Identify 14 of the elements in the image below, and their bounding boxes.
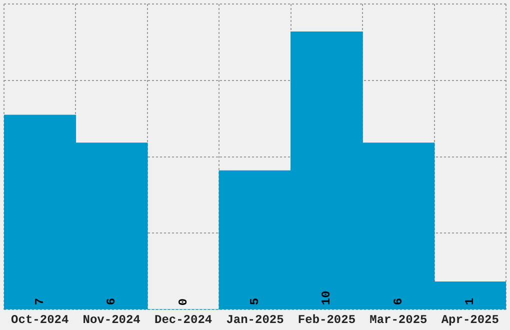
x-tick-label: Apr-2025 xyxy=(441,312,499,327)
x-tick-label: Mar-2025 xyxy=(370,312,428,327)
data-label: 10 xyxy=(320,290,334,306)
x-tick-label: Jan-2025 xyxy=(226,312,284,327)
x-tick-label: Nov-2024 xyxy=(82,312,140,327)
data-label: 1 xyxy=(463,298,478,306)
data-label: 5 xyxy=(248,298,262,306)
data-label: 6 xyxy=(104,298,119,306)
data-label: 7 xyxy=(32,298,47,306)
x-tick-label: Feb-2025 xyxy=(298,312,356,327)
x-tick-label: Oct-2024 xyxy=(11,312,69,327)
data-label: 6 xyxy=(391,298,406,306)
x-tick-label: Dec-2024 xyxy=(154,312,212,327)
data-label: 0 xyxy=(176,298,190,306)
